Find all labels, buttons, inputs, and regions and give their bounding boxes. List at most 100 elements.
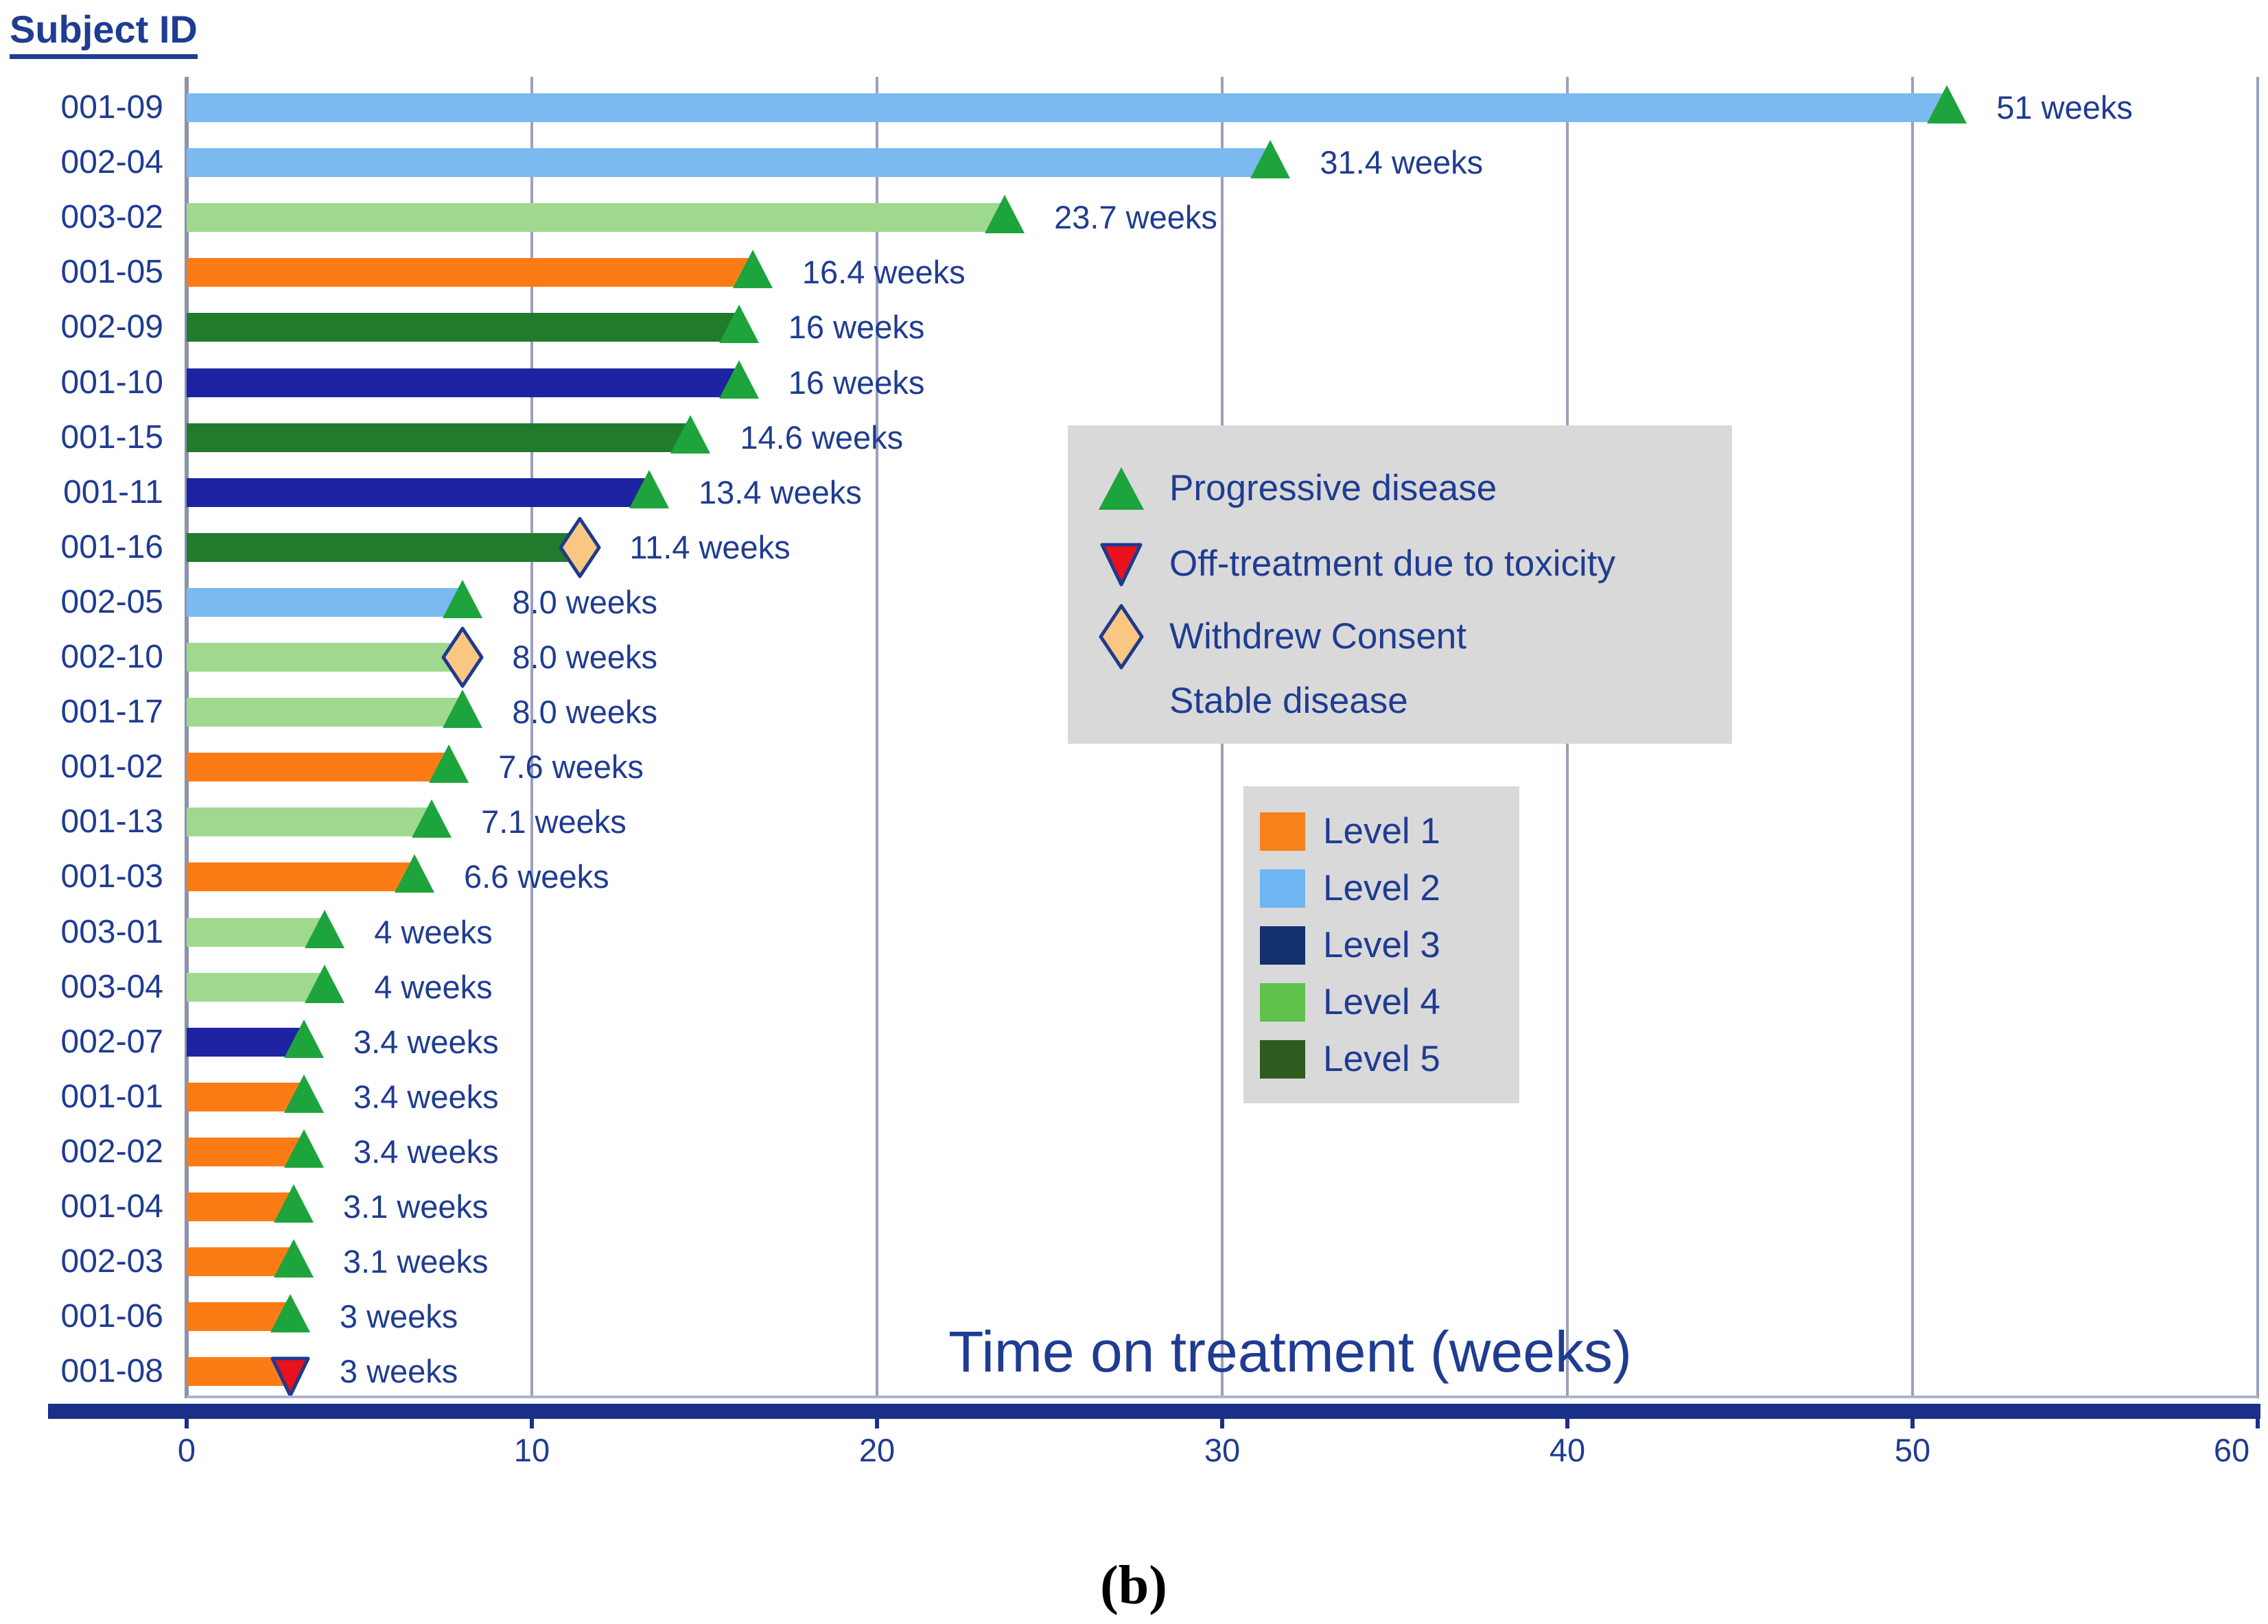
axis-tick-label: 40: [1549, 1432, 1586, 1468]
level-label: Level 1: [1323, 811, 1440, 851]
progressive-disease-icon: [629, 469, 670, 508]
duration-label: 23.7 weeks: [1054, 199, 1217, 236]
gridline: [1911, 77, 1914, 1398]
progressive-disease-icon: [284, 1074, 325, 1113]
treatment-bar: [187, 478, 650, 507]
axis-tick-label: 50: [1894, 1432, 1931, 1468]
progressive-disease-icon: [443, 579, 483, 618]
duration-label: 3 weeks: [339, 1353, 458, 1390]
duration-label: 3.4 weeks: [353, 1023, 499, 1060]
withdrew-consent-icon: [441, 626, 484, 692]
subject-id-label: 001-03: [60, 858, 163, 895]
subject-id-label: 003-02: [60, 199, 163, 236]
treatment-bar: [187, 313, 739, 342]
x-axis-title: Time on treatment (weeks): [948, 1319, 1632, 1384]
figure-caption: (b): [1100, 1555, 1167, 1616]
subject-id-label: 001-16: [60, 528, 163, 565]
progressive-disease-icon: [305, 964, 345, 1003]
level-label: Level 3: [1323, 925, 1440, 965]
subject-id-label: 001-06: [60, 1298, 163, 1335]
stable-disease-icon: [299, 471, 343, 515]
duration-label: 16.4 weeks: [802, 254, 966, 291]
legend-item-label: Progressive disease: [1169, 468, 1497, 508]
level-swatch: [1260, 926, 1305, 965]
level-swatch: [1260, 812, 1305, 851]
progressive-disease-icon: [670, 414, 711, 454]
axis-tick-label: 10: [513, 1432, 550, 1468]
duration-label: 8.0 weeks: [512, 639, 658, 675]
axis-tick-label: 0: [177, 1432, 196, 1468]
stable-disease-icon: [299, 526, 343, 569]
axis-tick: [185, 1419, 189, 1428]
treatment-bar: [187, 587, 463, 617]
subject-id-label: 001-08: [60, 1353, 163, 1390]
subject-id-label: 002-04: [60, 144, 163, 181]
treatment-bar: [187, 862, 414, 892]
treatment-bar: [187, 203, 1005, 233]
duration-label: 4 weeks: [374, 968, 493, 1005]
axis-tick: [530, 1419, 534, 1428]
stable-disease-icon: [299, 141, 343, 185]
stable-disease-icon: [299, 635, 343, 679]
treatment-bar: [187, 532, 581, 562]
duration-label: 3.1 weeks: [342, 1243, 489, 1280]
progressive-disease-icon: [270, 1294, 310, 1333]
subject-id-label: 001-04: [60, 1188, 163, 1225]
progressive-disease-icon: [394, 854, 434, 893]
duration-label: 3.4 weeks: [353, 1078, 499, 1115]
axis-tick-label: 30: [1204, 1432, 1241, 1468]
progressive-disease-icon: [284, 1129, 325, 1168]
progressive-disease-icon: [429, 744, 469, 784]
axis-tick: [1220, 1419, 1224, 1428]
axis-tick: [2256, 1419, 2260, 1428]
duration-label: 6.6 weeks: [463, 858, 609, 895]
off-treatment-toxicity-icon: [270, 1356, 310, 1401]
progressive-disease-icon: [1099, 467, 1144, 510]
progressive-disease-icon: [412, 799, 452, 838]
progressive-disease-icon: [305, 909, 345, 948]
withdrew-consent-icon: [1099, 604, 1144, 673]
level-swatch: [1260, 1040, 1305, 1079]
progressive-disease-icon: [273, 1239, 314, 1278]
duration-label: 8.0 weeks: [512, 583, 658, 620]
stable-disease-icon: [299, 855, 343, 899]
stable-disease-icon: [299, 580, 343, 624]
treatment-bar: [187, 643, 463, 672]
level-label: Level 2: [1323, 868, 1440, 908]
stable-disease-icon: [299, 86, 343, 130]
treatment-bar: [187, 698, 463, 727]
duration-label: 11.4 weeks: [629, 528, 791, 565]
treatment-bar: [187, 423, 691, 452]
progressive-disease-icon: [1250, 140, 1291, 179]
axis-tick: [875, 1419, 879, 1428]
subject-id-label: 001-10: [60, 364, 163, 401]
subject-id-label: 002-05: [60, 583, 163, 620]
duration-label: 7.6 weeks: [498, 749, 644, 786]
progressive-disease-icon: [732, 250, 773, 289]
duration-label: 14.6 weeks: [740, 419, 904, 456]
axis-tick: [1910, 1419, 1915, 1428]
progressive-disease-icon: [273, 1184, 314, 1223]
duration-label: 16 weeks: [788, 364, 925, 401]
duration-label: 4 weeks: [374, 913, 493, 950]
axis-tick-label: 20: [858, 1432, 896, 1468]
gridline: [876, 77, 878, 1398]
treatment-bar: [187, 808, 432, 837]
duration-label: 3.1 weeks: [342, 1188, 489, 1225]
treatment-bar: [187, 258, 753, 287]
duration-label: 51 weeks: [1996, 89, 2133, 126]
duration-label: 8.0 weeks: [512, 694, 658, 731]
duration-label: 16 weeks: [788, 309, 925, 346]
progressive-disease-icon: [284, 1019, 325, 1058]
gridline: [530, 77, 533, 1398]
legend-item-label: Stable disease: [1169, 681, 1408, 721]
stable-disease-icon: [299, 305, 343, 349]
stable-disease-icon: [299, 196, 343, 239]
stable-disease-icon: [299, 800, 343, 844]
subject-id-label: 001-11: [63, 473, 163, 510]
progressive-disease-icon: [443, 690, 483, 729]
off-treatment-toxicity-icon: [1100, 543, 1143, 590]
x-axis-bar: [48, 1404, 2260, 1419]
subject-id-label: 003-04: [60, 968, 163, 1005]
